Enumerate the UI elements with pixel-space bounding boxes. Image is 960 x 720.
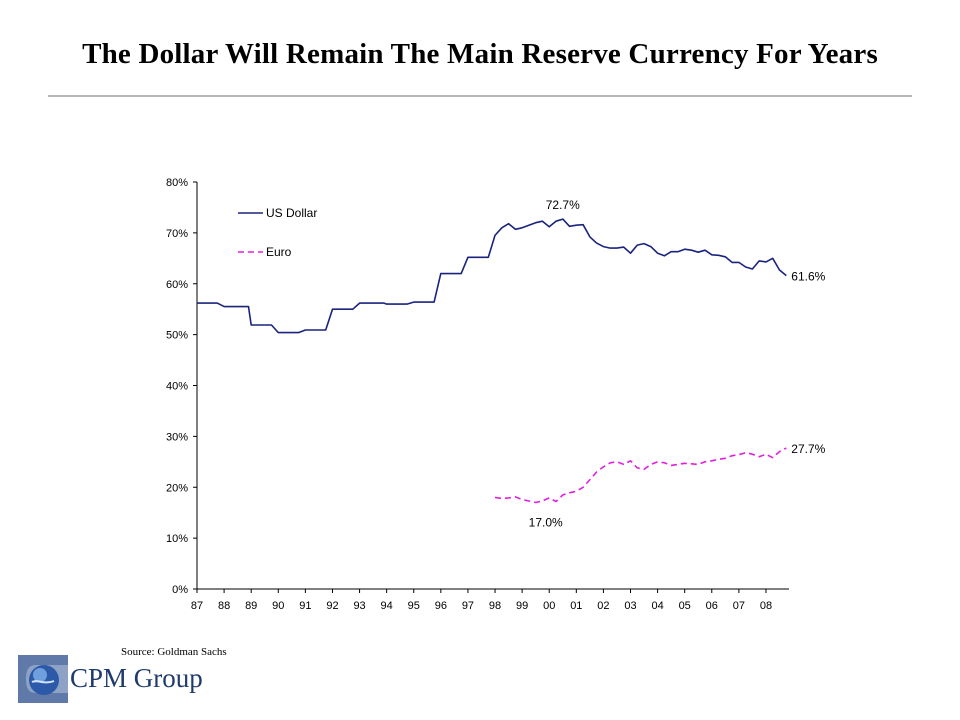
chart-axes: 0% 10% 20% 30% 40% 50% 60% 70% 80% 87 88 89 90 91 92 93…	[166, 177, 789, 612]
x-tick-label: 93	[353, 600, 365, 612]
y-tick-label: 70%	[166, 228, 188, 240]
y-tick-label: 10%	[166, 533, 188, 545]
x-tick-label: 07	[733, 600, 745, 612]
x-tick-label: 94	[381, 600, 393, 612]
y-tick-label: 20%	[166, 482, 188, 494]
x-tick-label: 06	[706, 600, 718, 612]
y-tick-label: 50%	[166, 330, 188, 342]
x-tick-label: 95	[408, 600, 420, 612]
y-tick-label: 0%	[172, 584, 188, 596]
x-tick-label: 97	[462, 600, 474, 612]
chart-annotations: 72.7% 61.6% 27.7% 17.0%	[529, 198, 826, 529]
y-tick-label: 60%	[166, 279, 188, 291]
x-tick-label: 08	[760, 600, 772, 612]
x-tick-label: 00	[543, 600, 555, 612]
globe-icon	[18, 655, 68, 703]
y-tick-label: 80%	[166, 177, 188, 189]
x-tick-label: 03	[624, 600, 636, 612]
brand-name: CPM Group	[70, 663, 203, 693]
x-tick-label: 99	[516, 600, 528, 612]
data-label: 17.0%	[529, 516, 563, 530]
y-tick-label: 40%	[166, 381, 188, 393]
x-tick-label: 05	[679, 600, 691, 612]
data-label: 27.7%	[791, 442, 825, 456]
series-line-us-dollar	[197, 218, 787, 334]
chart-legend: US Dollar Euro	[238, 206, 317, 259]
y-tick-label: 30%	[166, 431, 188, 443]
x-tick-label: 98	[489, 600, 501, 612]
x-tick-label: 91	[299, 600, 311, 612]
series-line-euro	[494, 447, 787, 504]
x-tick-label: 96	[435, 600, 447, 612]
slide-title: The Dollar Will Remain The Main Reserve …	[82, 38, 878, 70]
x-tick-label: 89	[245, 600, 257, 612]
x-tick-label: 04	[651, 600, 663, 612]
chart-series	[197, 218, 787, 504]
legend-label: Euro	[266, 245, 292, 259]
x-tick-label: 90	[272, 600, 284, 612]
legend-label: US Dollar	[266, 206, 317, 220]
title-divider	[48, 95, 912, 97]
x-tick-label: 92	[326, 600, 338, 612]
source-note: Source: Goldman Sachs	[121, 646, 227, 658]
x-tick-label: 02	[597, 600, 609, 612]
x-tick-label: 87	[191, 600, 203, 612]
x-tick-label: 88	[218, 600, 230, 612]
data-label: 72.7%	[546, 198, 580, 212]
x-tick-label: 01	[570, 600, 582, 612]
data-label: 61.6%	[791, 270, 825, 284]
